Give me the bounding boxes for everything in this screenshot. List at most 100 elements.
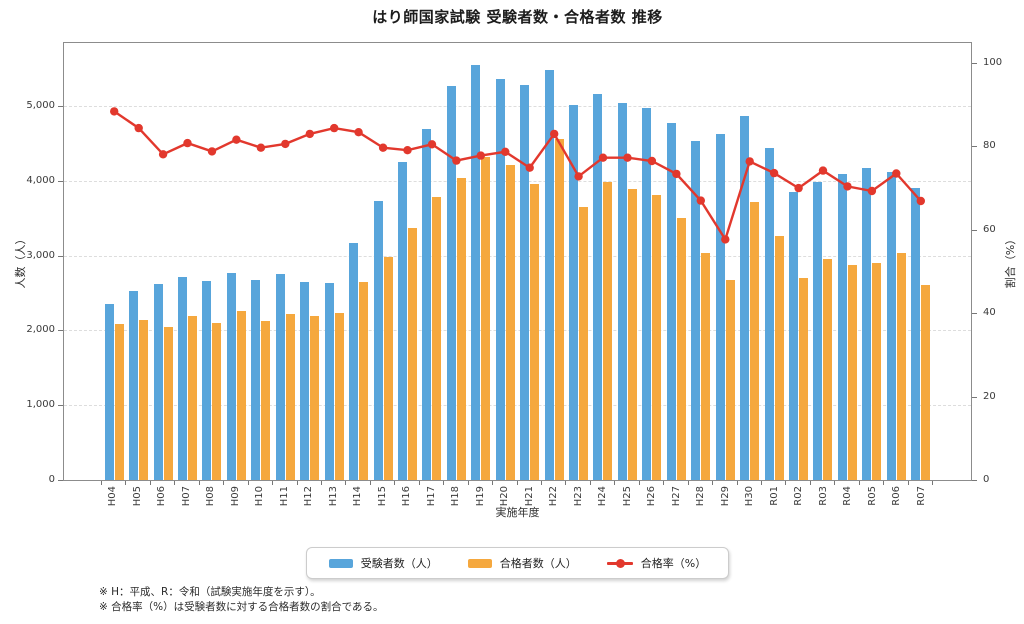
x-tickmark: [883, 481, 885, 485]
pass-rate-point-H15: [378, 143, 388, 152]
bar-group-H13: [322, 43, 346, 480]
bar-passers-R04: [847, 264, 857, 480]
bar-group-H06: [151, 43, 175, 480]
bar-group-H28: [689, 43, 713, 480]
x-tickmark: [247, 481, 249, 485]
bar-passers-H30: [750, 202, 760, 480]
pass-rate-point-H05: [134, 123, 143, 133]
legend-label-passers: 合格者数（人）: [499, 557, 577, 570]
bar-group-R04: [835, 43, 859, 480]
x-tickmark: [149, 481, 151, 485]
x-tickmark: [198, 481, 200, 485]
legend-box: 受験者数（人） 合格者数（人） 合格率（%）: [305, 547, 730, 579]
left-tick-label-4,000: 4,000: [26, 174, 55, 186]
bar-group-H12: [298, 43, 322, 480]
x-tick-label-R05: R05: [866, 486, 878, 506]
legend-label-examinees: 受験者数（人）: [360, 557, 438, 570]
pass-rate-point-R01: [769, 168, 779, 178]
bar-passers-H18: [456, 178, 466, 480]
footnotes: ※ H：平成、R：令和（試験実施年度を示す）。 ※ 合格率（%）は受験者数に対す…: [99, 585, 384, 615]
bar-passers-H23: [579, 206, 589, 480]
x-tickmark: [492, 481, 494, 485]
pass-rate-point-H28: [696, 196, 705, 205]
pass-rate-point-H16: [403, 146, 412, 155]
right-tick-label-60: 60: [983, 223, 996, 235]
bar-passers-H16: [407, 228, 417, 480]
bar-examinees-R06: [886, 171, 896, 480]
pass-rate-point-H22: [550, 129, 559, 139]
right-tickmark: [972, 63, 977, 64]
legend-item-pass-rate: 合格率（%）: [606, 555, 707, 571]
x-axis-title: 実施年度: [495, 506, 540, 519]
bar-group-H10: [249, 43, 273, 480]
pass-rate-point-H12: [305, 129, 314, 139]
x-tickmark: [834, 481, 836, 485]
bar-group-H22: [542, 43, 566, 480]
x-tickmark: [174, 481, 176, 485]
bar-passers-H20: [505, 164, 515, 480]
bar-group-H07: [175, 43, 199, 480]
bar-passers-H09: [236, 311, 246, 480]
x-tickmark: [369, 481, 371, 485]
right-tick-label-100: 100: [983, 57, 1003, 68]
x-tickmark: [443, 481, 445, 485]
left-tickmark: [58, 405, 63, 407]
x-tickmark: [516, 481, 518, 485]
legend-container: 受験者数（人） 合格者数（人） 合格率（%）: [63, 547, 972, 579]
left-tick-label-5,000: 5,000: [26, 99, 55, 111]
pass-rate-point-H26: [647, 156, 657, 166]
gridline-4000: [64, 180, 971, 182]
bar-examinees-H07: [178, 277, 188, 480]
x-tickmark: [345, 481, 347, 485]
bar-group-R05: [860, 43, 884, 480]
x-tickmark: [125, 481, 127, 485]
bar-examinees-H26: [642, 107, 652, 480]
x-tickmark: [858, 481, 860, 485]
bar-passers-H06: [163, 326, 173, 480]
x-tickmark: [589, 481, 591, 485]
bar-passers-H24: [603, 181, 613, 480]
bar-examinees-H09: [226, 272, 236, 480]
bar-examinees-H24: [593, 94, 603, 480]
bar-passers-H14: [359, 282, 369, 480]
right-tickmark: [972, 146, 977, 148]
bar-group-H17: [420, 43, 444, 480]
examinees-swatch: [328, 558, 353, 568]
bar-passers-R01: [774, 235, 784, 480]
left-tickmark: [58, 105, 63, 107]
legend-item-examinees: 受験者数（人）: [328, 555, 438, 571]
legend-label-pass-rate: 合格率（%）: [640, 557, 707, 570]
x-tickmark: [540, 481, 542, 485]
gridline-1000: [64, 405, 971, 407]
x-tick-label-R01: R01: [768, 486, 780, 506]
x-tick-label-R04: R04: [842, 486, 854, 506]
pass-rate-point-H04: [110, 107, 119, 116]
bar-examinees-H08: [202, 281, 212, 480]
bar-passers-H27: [676, 217, 686, 480]
pass-rate-point-R02: [794, 183, 803, 193]
bar-passers-R06: [896, 253, 906, 480]
bar-passers-H07: [188, 316, 198, 480]
bar-group-H26: [640, 43, 664, 480]
pass-rate-point-R03: [818, 166, 828, 175]
bar-examinees-H13: [324, 282, 334, 480]
x-tickmark: [760, 481, 762, 485]
bar-examinees-H21: [520, 84, 530, 480]
bar-passers-H04: [114, 324, 124, 480]
right-tick-label-20: 20: [983, 390, 996, 402]
bar-examinees-H18: [446, 85, 456, 480]
x-tick-label-R07: R07: [915, 486, 927, 506]
bar-examinees-H17: [422, 128, 432, 480]
bar-group-H19: [469, 43, 493, 480]
x-tickmark: [321, 481, 322, 485]
right-tick-label-80: 80: [983, 140, 996, 152]
pass-rate-point-H27: [672, 169, 681, 179]
pass-rate-point-H09: [232, 135, 241, 144]
pass-rate-point-R05: [867, 186, 877, 196]
left-tickmark: [58, 180, 63, 182]
x-tickmark: [638, 481, 640, 485]
bar-passers-R02: [798, 278, 808, 480]
bar-examinees-H22: [544, 69, 554, 480]
x-tick-label-R06: R06: [891, 486, 903, 506]
